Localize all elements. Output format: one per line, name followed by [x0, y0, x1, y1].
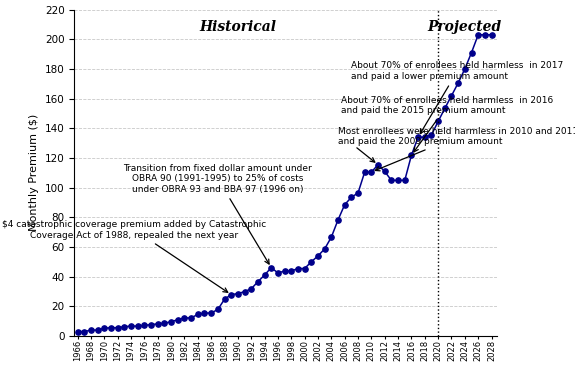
Text: Projected: Projected: [428, 20, 502, 34]
Text: Historical: Historical: [200, 20, 277, 34]
Text: Most enrollees were held harmless in 2010 and 2011
and paid the 2009 premium amo: Most enrollees were held harmless in 201…: [338, 127, 575, 171]
Text: Transition from fixed dollar amount under
OBRA 90 (1991-1995) to 25% of costs
un: Transition from fixed dollar amount unde…: [124, 164, 312, 264]
Text: About 70% of enrollees held harmless  in 2017
and paid a lower premium amount: About 70% of enrollees held harmless in …: [351, 61, 564, 134]
Y-axis label: Monthly Premium ($): Monthly Premium ($): [29, 114, 39, 232]
Text: About 70% of enrollees held harmless  in 2016
and paid the 2015 premium amount: About 70% of enrollees held harmless in …: [342, 95, 554, 152]
Text: $4 catastrophic coverage premium added by Catastrophic
Coverage Act of 1988, rep: $4 catastrophic coverage premium added b…: [2, 220, 267, 292]
